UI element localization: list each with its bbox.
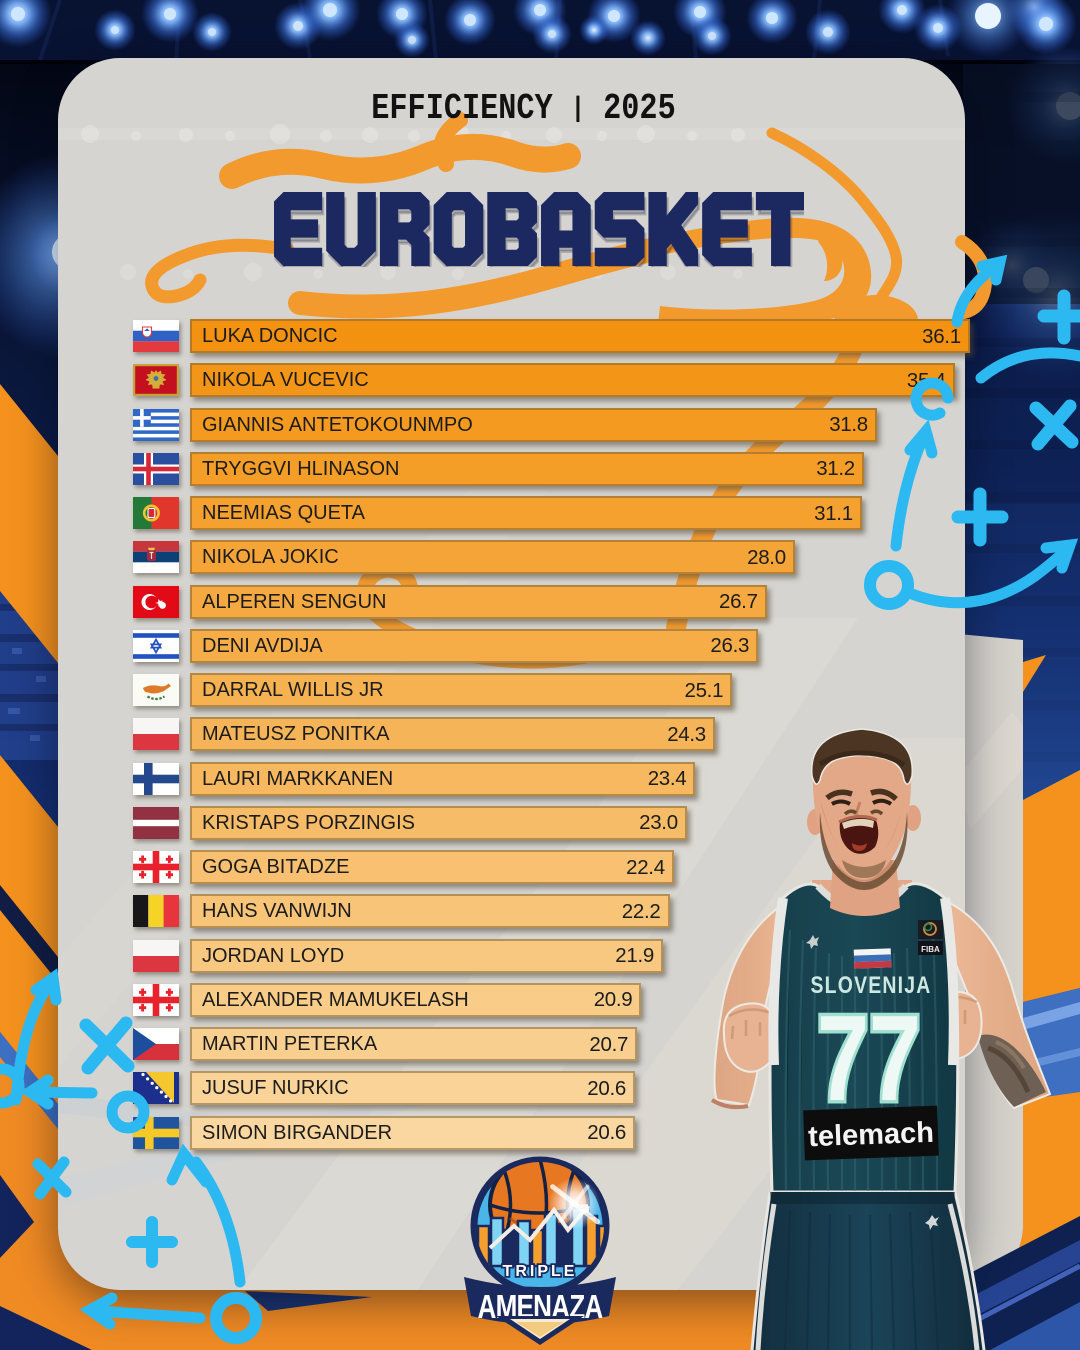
svg-text:SLOVENIJA: SLOVENIJA (811, 972, 932, 999)
svg-text:TRIPLE: TRIPLE (503, 1263, 578, 1280)
svg-text:77: 77 (817, 990, 921, 1126)
svg-text:FIBA: FIBA (921, 945, 940, 954)
svg-text:telemach: telemach (808, 1117, 935, 1153)
